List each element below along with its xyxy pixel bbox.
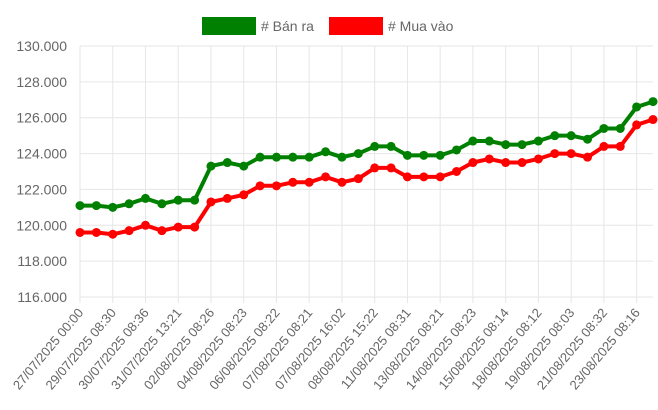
data-point[interactable]	[517, 140, 527, 150]
data-point[interactable]	[386, 141, 396, 151]
data-point[interactable]	[648, 115, 658, 125]
data-point[interactable]	[550, 149, 560, 159]
data-point[interactable]	[435, 150, 445, 160]
series-0	[75, 97, 658, 212]
data-point[interactable]	[452, 145, 462, 155]
data-point[interactable]	[533, 154, 543, 164]
data-point[interactable]	[386, 163, 396, 173]
legend-swatch-1[interactable]	[329, 17, 383, 35]
data-point[interactable]	[583, 134, 593, 144]
data-point[interactable]	[583, 152, 593, 162]
data-point[interactable]	[271, 152, 281, 162]
legend-label-1[interactable]: # Mua vào	[388, 18, 454, 34]
data-point[interactable]	[108, 229, 118, 239]
data-point[interactable]	[140, 220, 150, 230]
y-tick-label: 128.000	[16, 74, 67, 90]
data-point[interactable]	[419, 150, 429, 160]
data-point[interactable]	[370, 163, 380, 173]
data-point[interactable]	[648, 97, 658, 107]
data-point[interactable]	[91, 201, 101, 211]
legend-swatch-0[interactable]	[202, 17, 256, 35]
data-point[interactable]	[206, 197, 216, 207]
data-point[interactable]	[157, 199, 167, 209]
y-tick-label: 124.000	[16, 146, 67, 162]
data-point[interactable]	[190, 195, 200, 205]
data-point[interactable]	[632, 102, 642, 112]
data-point[interactable]	[75, 201, 85, 211]
y-tick-label: 126.000	[16, 110, 67, 126]
data-point[interactable]	[566, 149, 576, 159]
data-point[interactable]	[402, 150, 412, 160]
legend-label-0[interactable]: # Bán ra	[261, 18, 314, 34]
data-point[interactable]	[370, 141, 380, 151]
data-point[interactable]	[190, 222, 200, 232]
data-point[interactable]	[75, 227, 85, 237]
y-tick-label: 122.000	[16, 181, 67, 197]
data-point[interactable]	[321, 147, 331, 157]
data-point[interactable]	[304, 152, 314, 162]
data-point[interactable]	[599, 141, 609, 151]
y-axis: 116.000 118.000 120.000 122.000 124.000 126.0…	[16, 38, 67, 305]
data-point[interactable]	[615, 123, 625, 133]
data-point[interactable]	[255, 152, 265, 162]
data-point[interactable]	[435, 172, 445, 182]
data-point[interactable]	[124, 226, 134, 236]
data-point[interactable]	[501, 140, 511, 150]
data-point[interactable]	[173, 222, 183, 232]
data-point[interactable]	[484, 136, 494, 146]
y-tick-label: 116.000	[17, 289, 67, 305]
data-point[interactable]	[255, 181, 265, 191]
data-point[interactable]	[173, 195, 183, 205]
data-point[interactable]	[239, 190, 249, 200]
data-point[interactable]	[632, 120, 642, 130]
data-point[interactable]	[222, 193, 232, 203]
y-tick-label: 120.000	[16, 217, 67, 233]
data-point[interactable]	[353, 174, 363, 184]
y-tick-label: 130.000	[16, 38, 67, 54]
grid	[79, 45, 653, 303]
data-point[interactable]	[271, 181, 281, 191]
data-point[interactable]	[288, 177, 298, 187]
data-point[interactable]	[615, 141, 625, 151]
data-point[interactable]	[288, 152, 298, 162]
data-point[interactable]	[517, 158, 527, 168]
data-point[interactable]	[304, 177, 314, 187]
data-point[interactable]	[599, 123, 609, 133]
data-point[interactable]	[533, 136, 543, 146]
data-point[interactable]	[419, 172, 429, 182]
data-point[interactable]	[402, 172, 412, 182]
data-point[interactable]	[484, 154, 494, 164]
data-point[interactable]	[353, 149, 363, 159]
series-layer	[75, 97, 658, 239]
y-tick-label: 118.000	[17, 253, 67, 269]
data-point[interactable]	[108, 202, 118, 212]
series-1	[75, 115, 658, 239]
legend: # Bán ra # Mua vào	[202, 17, 454, 35]
data-point[interactable]	[206, 161, 216, 171]
data-point[interactable]	[222, 158, 232, 168]
data-point[interactable]	[321, 172, 331, 182]
data-point[interactable]	[124, 199, 134, 209]
data-point[interactable]	[91, 227, 101, 237]
data-point[interactable]	[550, 131, 560, 141]
data-point[interactable]	[566, 131, 576, 141]
data-point[interactable]	[157, 226, 167, 236]
data-point[interactable]	[501, 158, 511, 168]
data-point[interactable]	[337, 152, 347, 162]
data-point[interactable]	[452, 167, 462, 176]
data-point[interactable]	[140, 193, 150, 203]
data-point[interactable]	[337, 177, 347, 187]
data-point[interactable]	[468, 158, 478, 168]
data-point[interactable]	[239, 161, 249, 171]
data-point[interactable]	[468, 136, 478, 146]
